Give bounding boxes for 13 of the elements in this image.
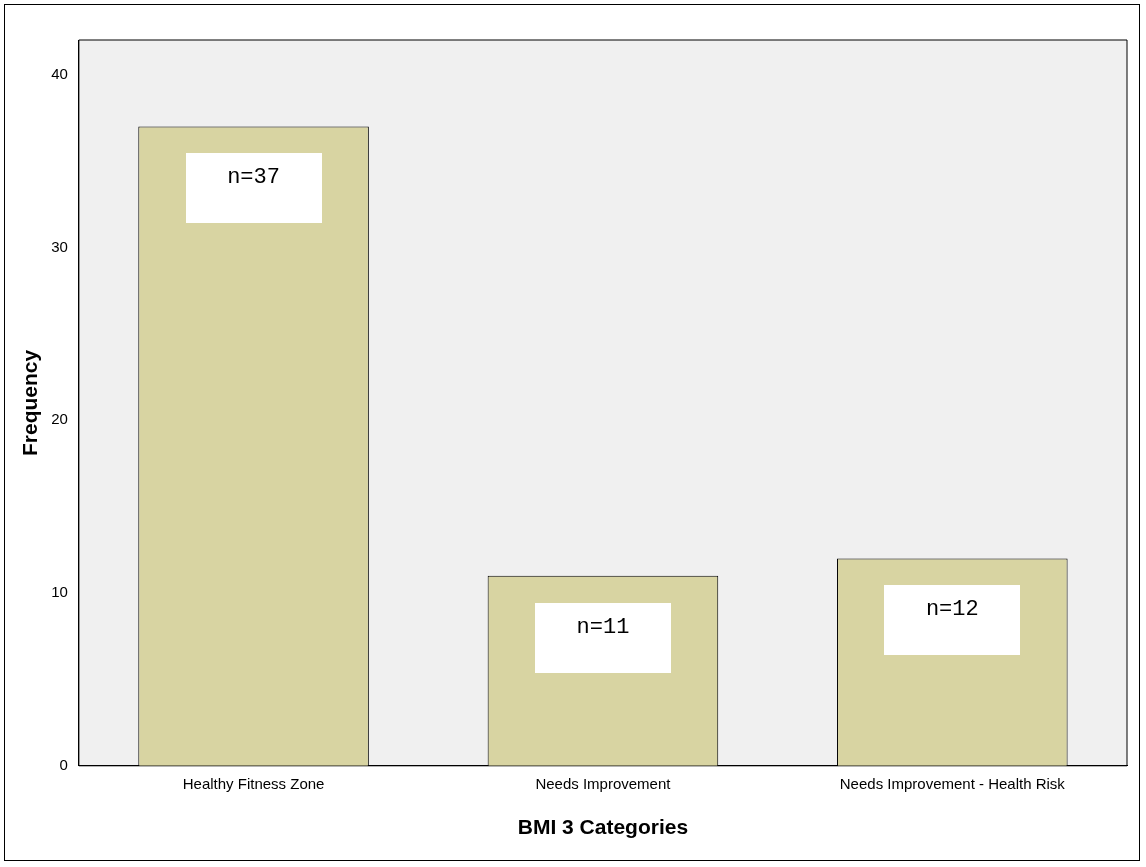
- y-tick-label: 30: [51, 237, 68, 255]
- y-tick-label: 10: [51, 583, 68, 601]
- y-tick-label: 20: [51, 410, 68, 428]
- x-tick-label: Healthy Fitness Zone: [182, 774, 325, 792]
- data-label: n=12: [924, 597, 980, 624]
- x-tick-label: Needs Improvement - Health Risk: [839, 774, 1066, 792]
- x-tick-label: Needs Improvement: [535, 774, 672, 792]
- y-tick-label: 0: [59, 755, 68, 773]
- y-tick-label: 40: [51, 64, 68, 82]
- y-axis-title: Frequency: [18, 349, 42, 456]
- data-label: n=11: [575, 614, 631, 641]
- data-label: n=37: [226, 165, 281, 192]
- x-axis-title: BMI 3 Categories: [517, 815, 689, 839]
